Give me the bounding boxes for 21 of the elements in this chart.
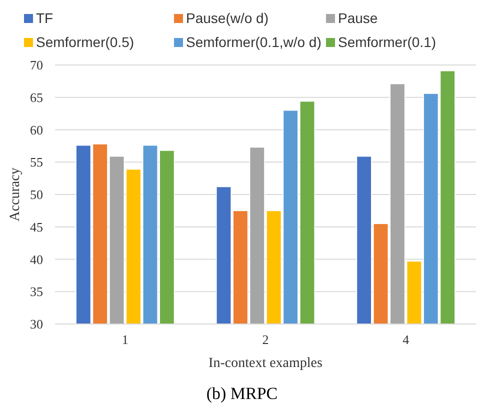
legend-label: Semformer(0.5) [36,34,134,50]
legend-label: TF [36,10,54,26]
text: (b) MRPC [206,384,278,403]
legend-label: Pause [338,10,378,26]
legend-label: Semformer(0.1,w/o d) [186,34,322,50]
x-tick-label: 4 [402,332,410,347]
y-tick-label: 35 [30,284,43,300]
legend-label: Pause(w/o d) [186,10,268,26]
y-tick-label: 60 [30,122,43,138]
y-tick-label: 45 [30,219,43,234]
x-tick-label: 2 [262,332,269,347]
y-tick-label: 70 [30,58,43,73]
y-tick-label: 40 [30,252,43,267]
y-tick-label: 30 [30,316,43,332]
y-axis-title: Accuracy [8,168,23,222]
x-tick-label: 1 [122,332,128,347]
x-axis-title: In-context examples [208,356,322,371]
y-tick-label: 50 [30,187,43,202]
y-tick-label: 55 [30,154,43,170]
y-tick-label: 65 [30,90,43,105]
legend-label: Semformer(0.1) [338,34,436,50]
